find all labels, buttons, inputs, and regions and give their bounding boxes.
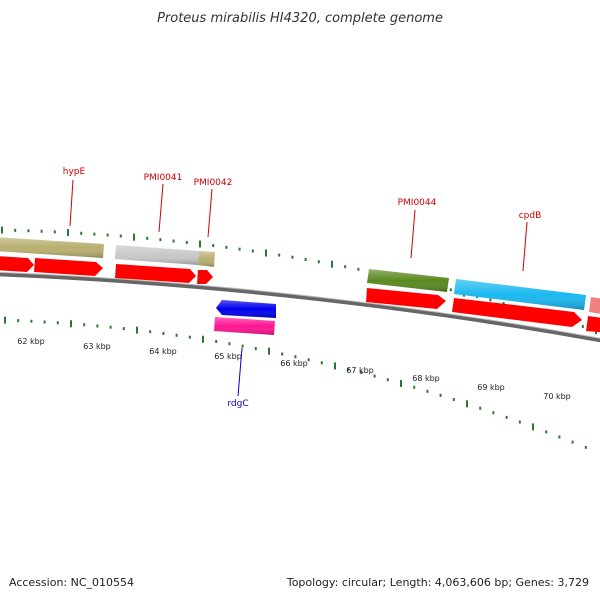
scale-label-67kbp: 67 kbp <box>346 366 374 375</box>
scale-label-69kbp: 69 kbp <box>477 383 505 392</box>
cds-arrow-reverse-rdgC[interactable] <box>216 300 276 318</box>
genome-backbone <box>0 272 600 343</box>
scale-label-62kbp: 62 kbp <box>17 337 45 346</box>
cds-arrow[interactable] <box>452 298 582 327</box>
cds-arrows-forward <box>0 256 600 333</box>
gene-label-rdgC[interactable]: rdgC <box>227 399 248 409</box>
gene-feature-cpdB[interactable] <box>454 279 586 310</box>
gene-label-cpdB[interactable]: cpdB <box>519 211 542 221</box>
scale-label-63kbp: 63 kbp <box>83 342 111 351</box>
genome-summary-text: Topology: circular; Length: 4,063,606 bp… <box>286 576 589 589</box>
gene-label-PMI0042[interactable]: PMI0042 <box>194 178 233 188</box>
callout-lines <box>69 179 528 397</box>
gene-feature-PMI0041[interactable] <box>115 245 199 265</box>
gene-label-PMI0044[interactable]: PMI0044 <box>398 198 437 208</box>
cds-arrow[interactable] <box>0 256 34 272</box>
gene-feature-PMI0044[interactable] <box>367 269 449 292</box>
gene-feature-hypE[interactable] <box>0 237 104 258</box>
scale-label-70kbp: 70 kbp <box>543 392 571 401</box>
cds-arrow[interactable] <box>366 288 446 309</box>
scale-label-65kbp: 65 kbp <box>214 352 242 361</box>
scale-dots <box>1 226 597 449</box>
gene-feature-next[interactable] <box>589 297 600 315</box>
scale-label-68kbp: 68 kbp <box>412 374 440 383</box>
accession-text: Accession: NC_010554 <box>9 576 134 589</box>
genome-backbone-highlight <box>0 271 600 339</box>
cds-arrow[interactable] <box>34 258 103 276</box>
gene-label-PMI0041[interactable]: PMI0041 <box>144 173 183 183</box>
cds-arrow[interactable] <box>115 264 196 283</box>
map-title: Proteus mirabilis HI4320, complete genom… <box>157 11 443 26</box>
gene-feature-PMI0042[interactable] <box>198 251 215 267</box>
cds-arrow[interactable] <box>197 270 213 284</box>
gene-label-hypE[interactable]: hypE <box>63 167 86 177</box>
scale-label-66kbp: 66 kbp <box>280 359 308 368</box>
scale-label-64kbp: 64 kbp <box>149 347 177 356</box>
cds-arrow[interactable] <box>586 316 600 333</box>
gene-feature-rdgC[interactable] <box>214 317 275 335</box>
